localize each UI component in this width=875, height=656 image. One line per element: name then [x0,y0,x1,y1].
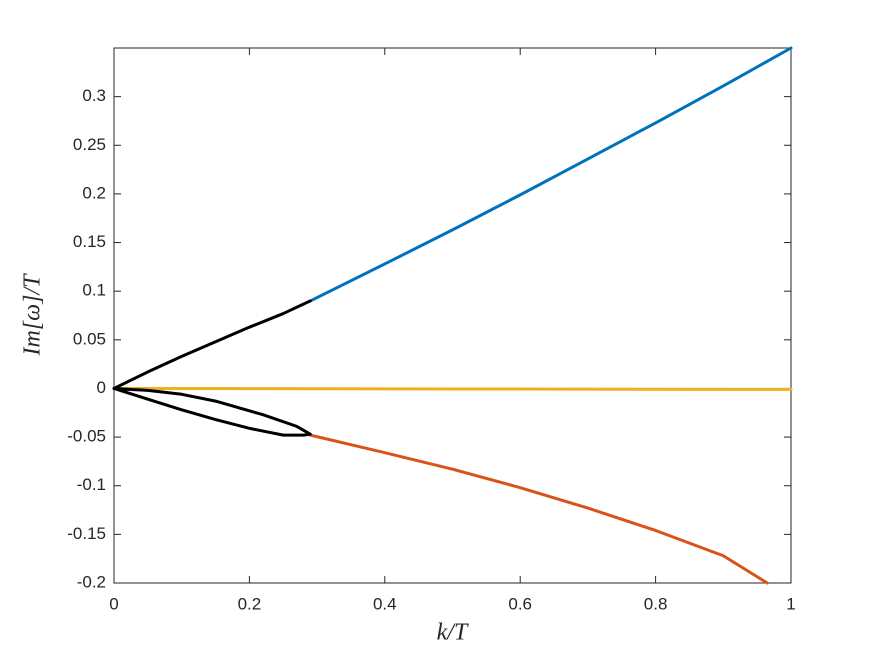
x-tick-label: 1 [786,594,795,613]
y-tick-label: 0.3 [82,86,106,105]
y-tick-label: -0.2 [77,572,106,591]
y-tick-label: 0 [97,378,106,397]
y-tick-label: 0.25 [73,135,106,154]
y-tick-label: 0.2 [82,183,106,202]
y-tick-label: 0.1 [82,281,106,300]
line-series [308,433,769,585]
x-tick-label: 0.2 [238,594,262,613]
y-tick-label: -0.1 [77,475,106,494]
y-axis-title: Im[ω]/T [20,273,46,357]
x-tick-label: 0.6 [508,594,532,613]
line-series [112,386,312,437]
y-tick-label: 0.05 [73,329,106,348]
y-tick-label: -0.05 [67,427,106,446]
x-tick-label: 0.8 [644,594,668,613]
y-tick-label: 0.15 [73,232,106,251]
y-tick-label: -0.15 [67,524,106,543]
x-tick-label: 0.4 [373,594,397,613]
plot-area [113,47,792,584]
x-tick-label: 0 [109,594,118,613]
line-series [308,46,793,303]
line-series [112,386,793,391]
line-series [112,299,312,390]
x-axis-title: k/T [437,620,469,646]
